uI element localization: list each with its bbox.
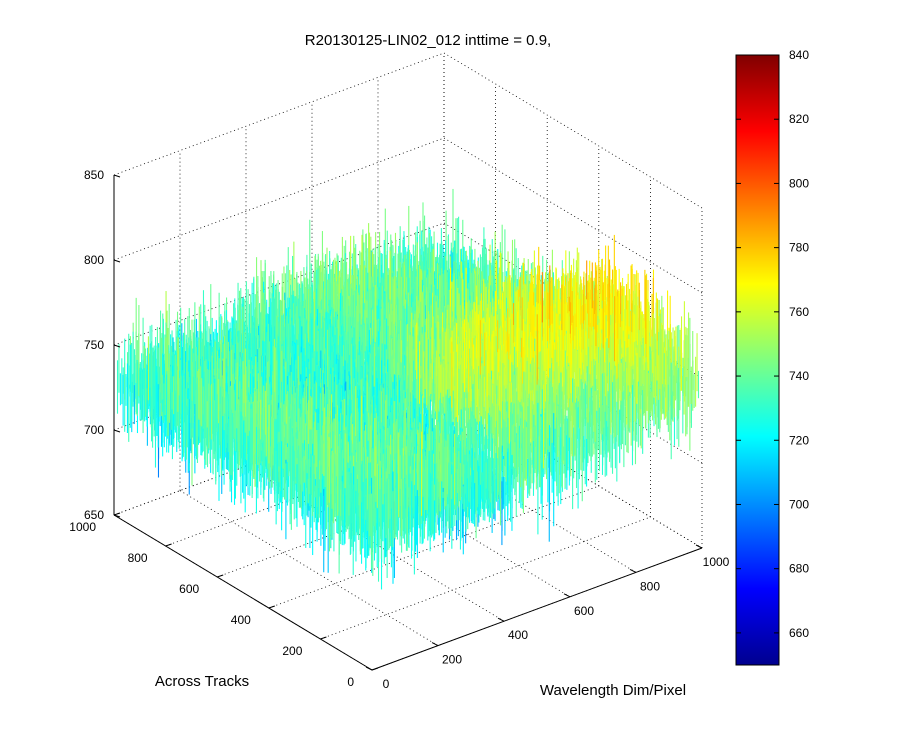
surface-plot bbox=[116, 188, 700, 590]
grid-line bbox=[443, 52, 703, 209]
grid-line bbox=[113, 52, 445, 176]
chart-title: R20130125-LIN02_012 inttime = 0.9, bbox=[305, 32, 551, 49]
